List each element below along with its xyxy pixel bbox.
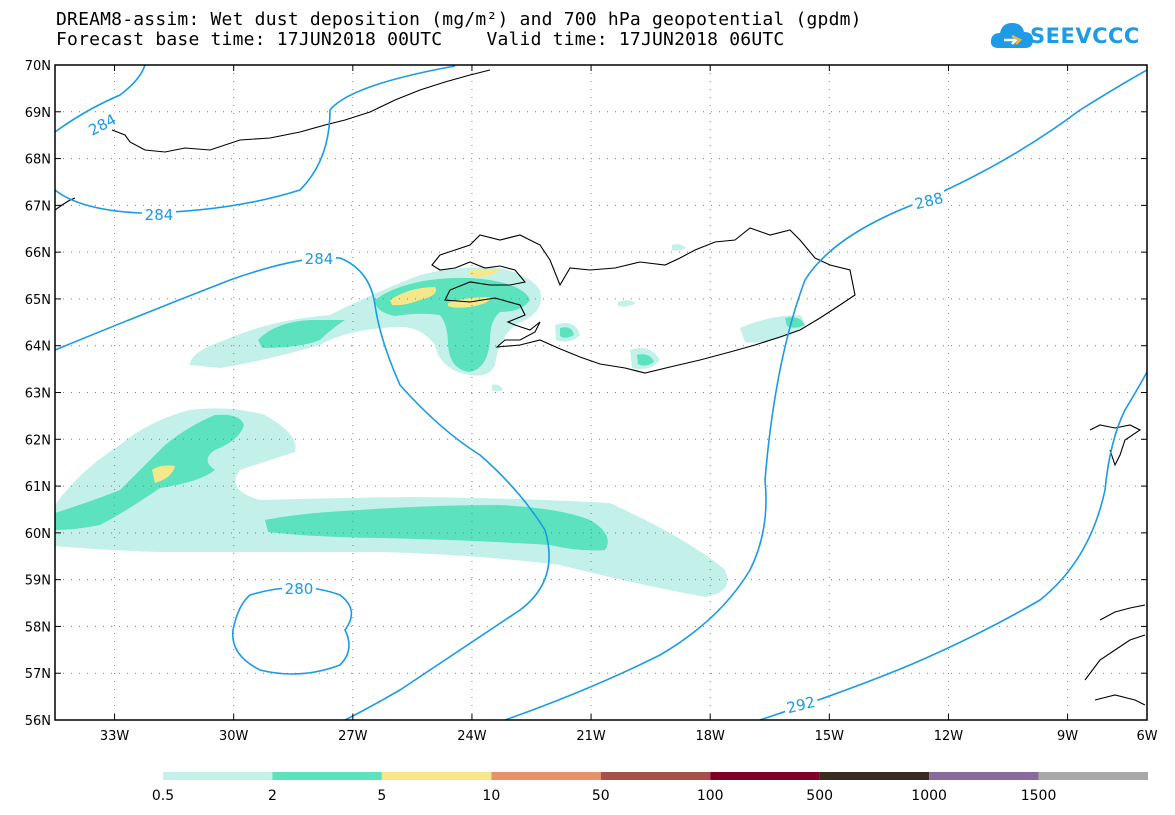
longitude-label: 30W — [219, 729, 249, 744]
colorbar-swatch — [1038, 772, 1148, 780]
map-title: DREAM8-assim: Wet dust deposition (mg/m²… — [56, 9, 862, 30]
dust-area-moderate — [466, 268, 500, 277]
dust-area-medium — [55, 414, 244, 530]
longitude-label: 27W — [338, 729, 368, 744]
contour-label: 288 — [913, 189, 945, 213]
dust-area-medium — [560, 327, 574, 338]
longitude-label: 12W — [934, 729, 964, 744]
dust-area-medium — [258, 320, 345, 348]
faroe-coastline — [1089, 424, 1142, 467]
colorbar-swatch — [600, 772, 711, 780]
latitude-label: 62N — [25, 433, 51, 448]
contour-label: 284 — [305, 250, 334, 268]
latitude-label: 61N — [25, 480, 51, 495]
contour-label: 280 — [285, 580, 314, 598]
longitude-label: 9W — [1057, 729, 1078, 744]
contour-280 — [231, 586, 353, 675]
longitude-label: 24W — [457, 729, 487, 744]
latitude-label: 59N — [25, 574, 51, 589]
dust-area-moderate — [152, 465, 175, 483]
colorbar: 0.5 2 5 10 50 100 500 1000 1500 — [152, 772, 1148, 804]
colorbar-label: 5 — [377, 788, 386, 804]
contour-284 — [55, 65, 456, 214]
dust-area-moderate — [390, 287, 436, 306]
colorbar-swatch — [819, 772, 930, 780]
colorbar-swatch — [163, 772, 273, 780]
geopotential-contours — [55, 65, 1147, 720]
latitude-label: 64N — [25, 340, 51, 355]
latitude-label: 65N — [25, 293, 51, 308]
contour-284 — [55, 256, 550, 720]
graticule — [55, 65, 1147, 720]
dust-area-medium — [637, 354, 654, 366]
dust-area-medium — [265, 505, 608, 551]
greenland-coastline — [111, 69, 491, 153]
contour-288 — [504, 69, 1147, 720]
contour-label: 292 — [785, 693, 817, 717]
greenland-coastline — [55, 197, 76, 211]
colorbar-swatch — [272, 772, 382, 780]
colorbar-label: 0.5 — [152, 788, 174, 804]
seevccc-logo: SEEVCCC — [990, 18, 1140, 58]
map-subtitle: Forecast base time: 17JUN2018 00UTC Vali… — [56, 29, 785, 50]
dust-area-light — [672, 244, 686, 251]
colorbar-swatch — [710, 772, 820, 780]
latitude-label: 56N — [25, 714, 51, 729]
longitude-label: 6W — [1136, 729, 1157, 744]
colorbar-swatch — [491, 772, 601, 780]
colorbar-label: 10 — [482, 788, 500, 804]
latitude-label: 66N — [25, 246, 51, 261]
dust-area-light — [492, 384, 503, 392]
latitude-label: 58N — [25, 620, 51, 635]
colorbar-label: 2 — [268, 788, 277, 804]
colorbar-label: 1000 — [911, 788, 947, 804]
contour-292 — [759, 371, 1147, 720]
colorbar-label: 500 — [806, 788, 833, 804]
longitude-labels: 33W 30W 27W 24W 21W 18W 15W 12W 9W 6W — [100, 729, 1158, 744]
latitude-label: 70N — [25, 59, 51, 74]
longitude-label: 33W — [100, 729, 130, 744]
latitude-label: 67N — [25, 199, 51, 214]
scotland-coastline — [1084, 604, 1146, 706]
coastlines — [55, 69, 1146, 706]
dust-deposition-field — [55, 244, 805, 597]
latitude-labels: 70N 69N 68N 67N 66N 65N 64N 63N 62N 61N 60N 59N 58N 5… — [25, 59, 51, 729]
latitude-label: 63N — [25, 387, 51, 402]
colorbar-swatch — [381, 772, 492, 780]
dust-area-light — [618, 300, 636, 307]
latitude-label: 57N — [25, 667, 51, 682]
logo-text: SEEVCCC — [1030, 24, 1140, 48]
longitude-label: 15W — [815, 729, 845, 744]
colorbar-label: 100 — [697, 788, 724, 804]
colorbar-swatch — [929, 772, 1039, 780]
contour-284 — [55, 65, 146, 133]
contour-label: 284 — [145, 206, 174, 224]
cloud-icon — [990, 23, 1033, 48]
latitude-label: 68N — [25, 153, 51, 168]
dust-area-light — [55, 408, 728, 597]
colorbar-label: 1500 — [1021, 788, 1057, 804]
longitude-label: 21W — [576, 729, 606, 744]
longitude-label: 18W — [695, 729, 725, 744]
axis-ticks — [55, 64, 1148, 721]
iceland-coastline — [431, 227, 856, 374]
colorbar-label: 50 — [592, 788, 610, 804]
latitude-label: 69N — [25, 106, 51, 121]
contour-label-group: 284 284 284 288 280 292 — [83, 108, 948, 718]
latitude-label: 60N — [25, 527, 51, 542]
